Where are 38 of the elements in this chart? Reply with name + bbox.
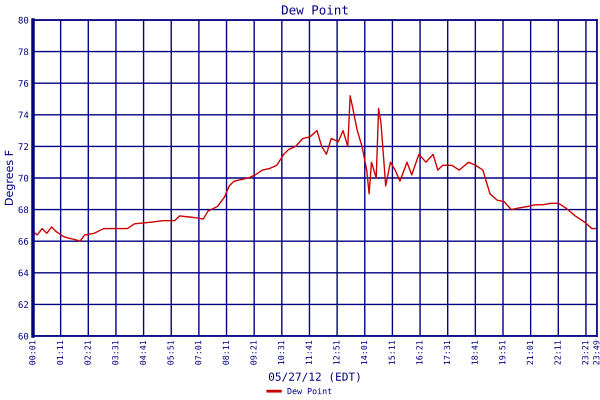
x-tick-label: 23:21: [582, 340, 588, 365]
y-tick-label: 70: [18, 174, 28, 182]
x-tick-label: 01:11: [56, 340, 64, 365]
legend-label: Dew Point: [288, 388, 332, 394]
y-tick-label: 78: [18, 48, 28, 56]
x-tick-label: 16:21: [416, 340, 422, 364]
x-tick-label: 04:41: [140, 340, 146, 365]
x-tick-label: 03:31: [112, 340, 118, 365]
line-series: [33, 95, 597, 242]
x-tick-label: 10:31: [278, 340, 284, 364]
x-axis-title: 05/27/12 (EDT): [268, 372, 360, 382]
y-tick-label: 76: [18, 80, 28, 87]
x-tick-label: 19:51: [499, 340, 506, 364]
x-tick-label: 14:01: [360, 340, 368, 364]
x-tick-label: 11:41: [306, 340, 312, 364]
x-tick-label: 09:21: [250, 340, 257, 365]
x-tick-label: 08:11: [222, 340, 229, 365]
x-tick-label: 02:21: [84, 340, 91, 365]
x-tick-label: 22:11: [554, 340, 561, 365]
y-tick-label: 74: [18, 112, 28, 118]
x-tick-label: 21:01: [526, 340, 534, 365]
y-tick-label: 68: [18, 206, 28, 214]
y-tick-label: 60: [18, 332, 28, 340]
y-axis-title: Degrees F: [4, 150, 16, 205]
x-tick-label: 07:01: [195, 340, 202, 365]
x-tick-label: 00:01: [29, 340, 36, 365]
y-tick-label: 66: [18, 238, 28, 245]
x-tick-label: 23:49: [593, 340, 600, 365]
y-tick-label: 62: [18, 301, 28, 308]
y-tick-label: 80: [18, 16, 28, 24]
y-tick-label: 72: [18, 143, 28, 150]
x-tick-label: 12:51: [333, 340, 340, 364]
x-tick-label: 17:31: [444, 340, 450, 364]
x-tick-label: 05:51: [167, 340, 174, 365]
chart-title: Dew Point: [282, 4, 348, 15]
x-tick-label: 15:11: [388, 340, 395, 364]
x-tick-label: 18:41: [471, 340, 478, 364]
y-tick-label: 64: [18, 270, 28, 276]
